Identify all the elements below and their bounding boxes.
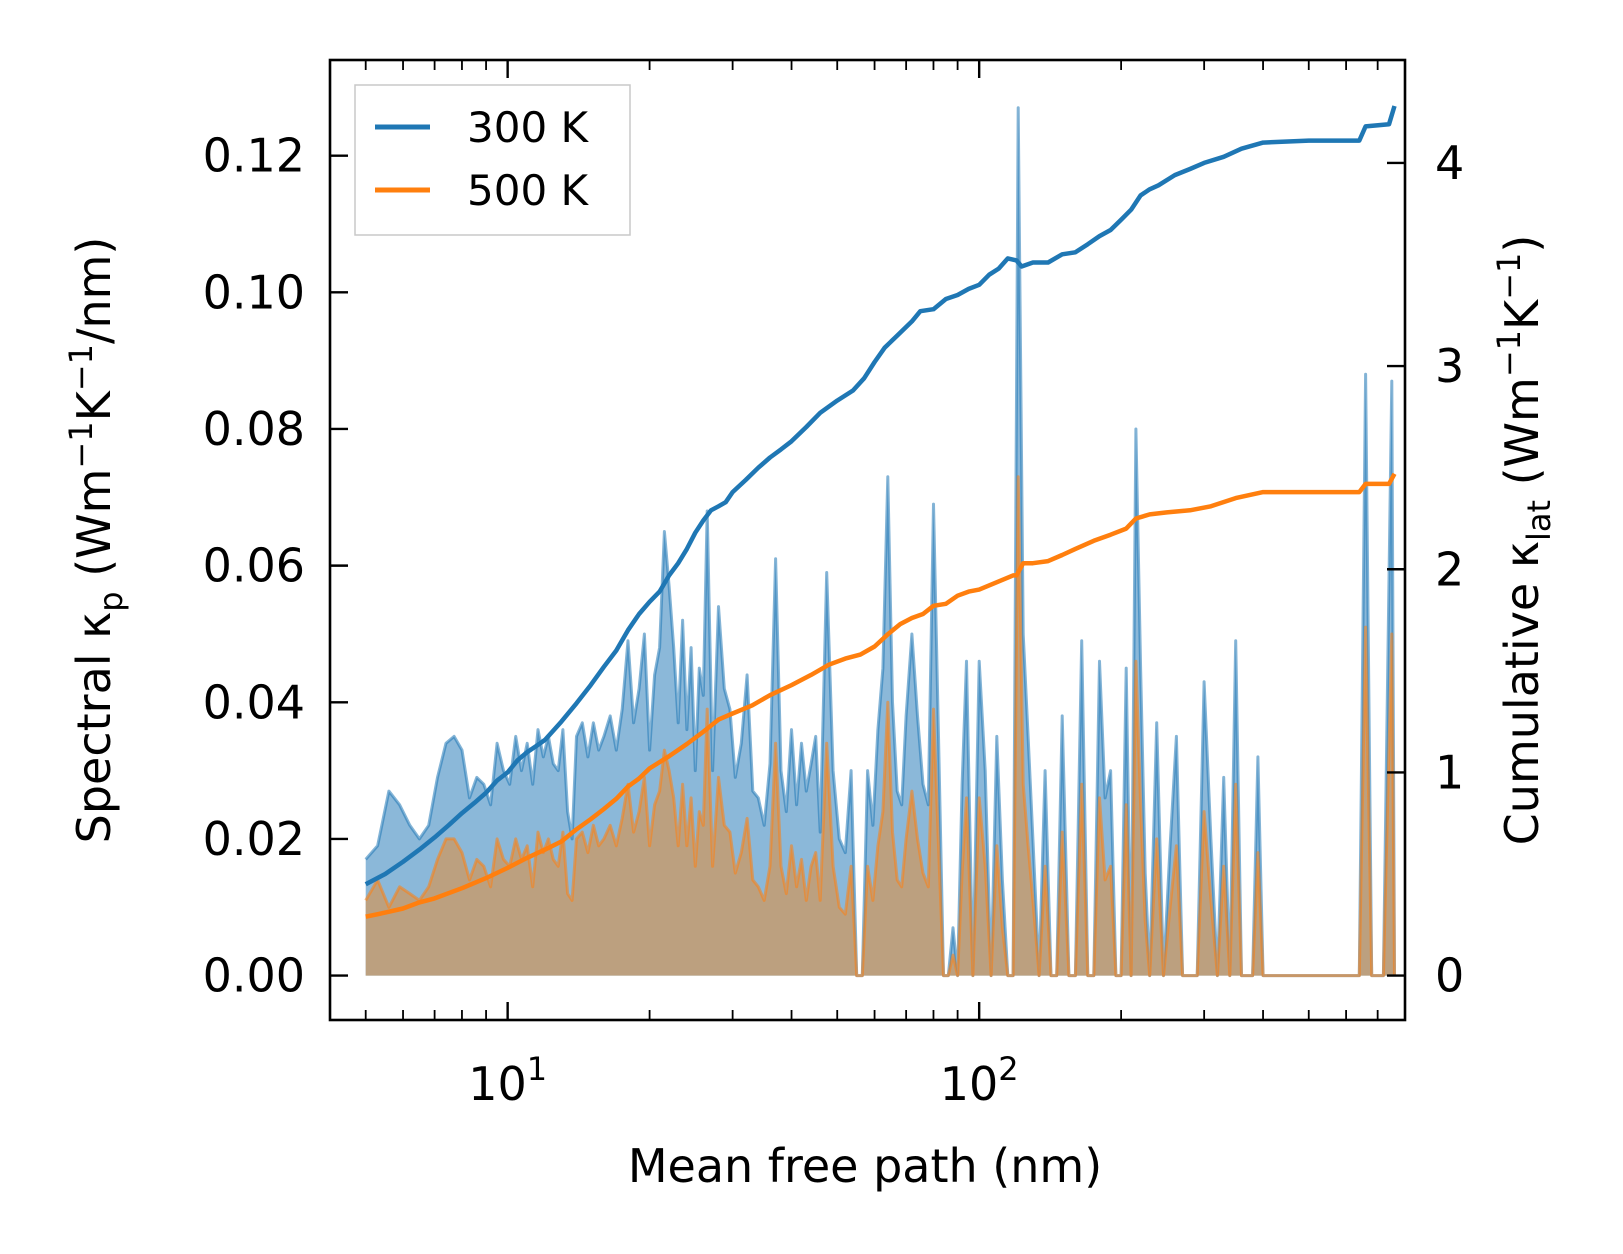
y-left-tick-label: 0.02 — [203, 812, 305, 866]
cumulative-line-300k — [364, 105, 1397, 887]
y-right-tick-label: 4 — [1435, 136, 1464, 190]
y-right-tick-label: 0 — [1435, 949, 1464, 1003]
legend-label-500k: 500 K — [467, 166, 590, 215]
legend: 300 K 500 K — [354, 84, 631, 236]
legend-label-300k: 300 K — [467, 103, 590, 152]
plot-frame — [328, 58, 1407, 1022]
spectral-outline-300k — [364, 106, 1396, 978]
y-axis-left-title: Spectral κp (Wm−1K−1/nm) — [62, 237, 130, 844]
y-right-tick-label: 2 — [1435, 542, 1464, 596]
y-axis-right-title: Cumulative κlat (Wm−1K−1) — [1490, 235, 1558, 846]
y-right-tick-label: 1 — [1435, 745, 1464, 799]
x-axis-title: Mean free path (nm) — [628, 1139, 1102, 1193]
x-tick-label: 101 — [468, 1050, 547, 1111]
y-left-tick-label: 0.08 — [203, 402, 305, 456]
cumulative-lines — [364, 105, 1397, 919]
axis-ticks: 101 102 0.00 0.02 0.04 0.06 0.08 0.10 0.12 0 1 2 3 4 — [203, 60, 1464, 1111]
cumulative-line-500k — [365, 472, 1397, 919]
y-left-tick-label: 0.10 — [203, 265, 305, 319]
x-tick-label: 102 — [940, 1050, 1019, 1111]
y-right-tick-label: 3 — [1435, 339, 1464, 393]
y-left-tick-label: 0.12 — [203, 129, 305, 183]
y-left-tick-label: 0.04 — [203, 675, 305, 729]
y-left-tick-label: 0.06 — [203, 539, 305, 593]
legend-box — [354, 84, 631, 236]
y-left-tick-label: 0.00 — [203, 949, 305, 1003]
spectral-fill-500k — [365, 476, 1395, 976]
